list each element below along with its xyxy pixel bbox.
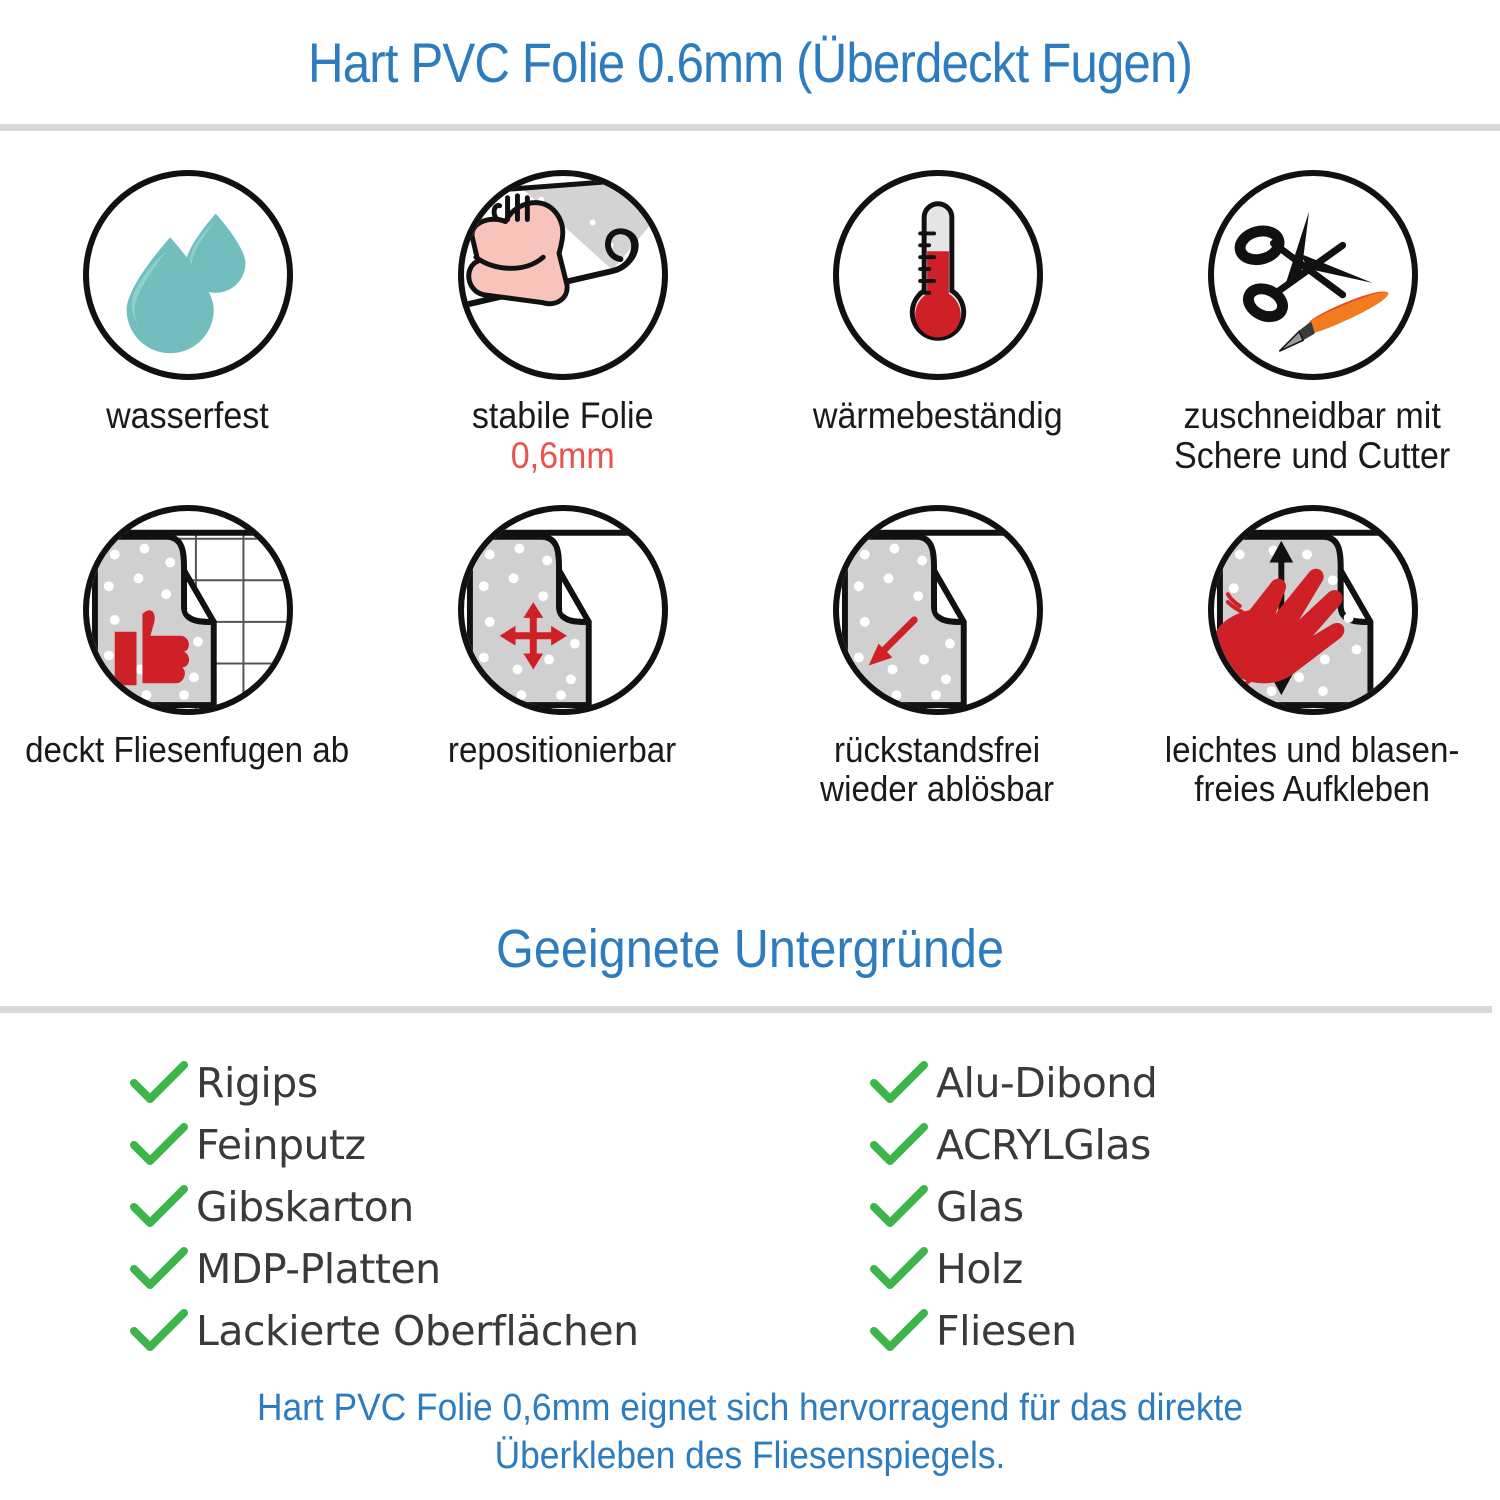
- list-item-label: ACRYLGlas: [936, 1121, 1151, 1169]
- feature-row-2: deckt Fliesenfugen ab: [0, 504, 1500, 809]
- substrate-list-left: Rigips Feinputz Gibskarton MDP-Platten L…: [0, 1052, 750, 1362]
- check-icon: [870, 1185, 928, 1227]
- check-icon: [130, 1123, 188, 1165]
- feature-item-aufkleben: leichtes und blasen- freies Aufkleben: [1125, 504, 1500, 809]
- list-item: Gibskarton: [130, 1176, 750, 1238]
- list-item-label: MDP-Platten: [196, 1245, 441, 1293]
- check-icon: [870, 1309, 928, 1351]
- list-item: ACRYLGlas: [870, 1114, 1500, 1176]
- list-item-label: Alu-Dibond: [936, 1059, 1158, 1107]
- four-way-arrow-icon: [457, 504, 668, 715]
- feature-item-zuschneidbar: zuschneidbar mit Schere und Cutter: [1125, 170, 1500, 477]
- list-item: Alu-Dibond: [870, 1052, 1500, 1114]
- check-icon: [870, 1123, 928, 1165]
- water-drops-icon: [82, 170, 293, 380]
- feature-item-stabile-folie: stabile Folie 0,6mm: [375, 170, 750, 477]
- feature-label: zuschneidbar mit Schere und Cutter: [1174, 395, 1451, 476]
- check-icon: [870, 1247, 928, 1289]
- feature-grid: wasserfest: [0, 170, 1500, 808]
- peel-arrow-icon: [832, 504, 1043, 715]
- list-item: Fliesen: [870, 1300, 1500, 1362]
- feature-row-1: wasserfest: [0, 170, 1500, 477]
- list-item-label: Gibskarton: [196, 1183, 414, 1231]
- feature-label: leichtes und blasen- freies Aufkleben: [1165, 728, 1460, 809]
- thumbs-up-tiles-icon: [82, 504, 293, 715]
- list-item: MDP-Platten: [130, 1238, 750, 1300]
- feature-label: stabile Folie 0,6mm: [471, 395, 654, 476]
- list-item: Holz: [870, 1238, 1500, 1300]
- flexing-arm-film-icon: [457, 170, 668, 380]
- check-icon: [130, 1061, 188, 1103]
- feature-label: wasserfest: [106, 395, 269, 436]
- list-item-label: Glas: [936, 1183, 1024, 1231]
- smoothing-hand-icon: [1207, 504, 1418, 715]
- check-icon: [130, 1247, 188, 1289]
- list-item-label: Holz: [936, 1245, 1023, 1293]
- check-icon: [870, 1061, 928, 1103]
- section-heading: Geeignete Untergründe: [496, 919, 1004, 979]
- check-icon: [130, 1185, 188, 1227]
- feature-item-rueckstandsfrei: rückstandsfrei wieder ablösbar: [750, 504, 1125, 809]
- footer-note: Hart PVC Folie 0,6mm eignet sich hervorr…: [256, 1387, 1244, 1477]
- list-item-label: Rigips: [196, 1059, 318, 1107]
- feature-sublabel: 0,6mm: [510, 434, 615, 476]
- feature-label: wärmebeständig: [812, 395, 1063, 436]
- feature-item-deckt-fliesenfugen: deckt Fliesenfugen ab: [0, 504, 375, 809]
- list-item-label: Fliesen: [936, 1307, 1077, 1355]
- list-item: Rigips: [130, 1052, 750, 1114]
- page-title: Hart PVC Folie 0.6mm (Überdeckt Fugen): [307, 31, 1193, 94]
- substrate-list-right: Alu-Dibond ACRYLGlas Glas Holz Fliesen: [750, 1052, 1500, 1362]
- check-icon: [130, 1309, 188, 1351]
- list-item-label: Lackierte Oberflächen: [196, 1307, 639, 1355]
- feature-label: rückstandsfrei wieder ablösbar: [820, 728, 1055, 809]
- scissors-cutter-icon: [1207, 170, 1418, 380]
- list-item-label: Feinputz: [196, 1121, 366, 1169]
- list-item: Lackierte Oberflächen: [130, 1300, 750, 1362]
- feature-item-wasserfest: wasserfest: [0, 170, 375, 477]
- divider-mid: [0, 1006, 1492, 1013]
- thermometer-icon: [832, 170, 1043, 380]
- divider-top: [0, 124, 1500, 131]
- list-item: Glas: [870, 1176, 1500, 1238]
- substrate-lists: Rigips Feinputz Gibskarton MDP-Platten L…: [0, 1052, 1500, 1362]
- feature-item-repositionierbar: repositionierbar: [375, 504, 750, 809]
- feature-label: deckt Fliesenfugen ab: [25, 728, 350, 770]
- feature-label: repositionierbar: [448, 728, 677, 770]
- feature-item-waermebestaendig: wärmebeständig: [750, 170, 1125, 477]
- list-item: Feinputz: [130, 1114, 750, 1176]
